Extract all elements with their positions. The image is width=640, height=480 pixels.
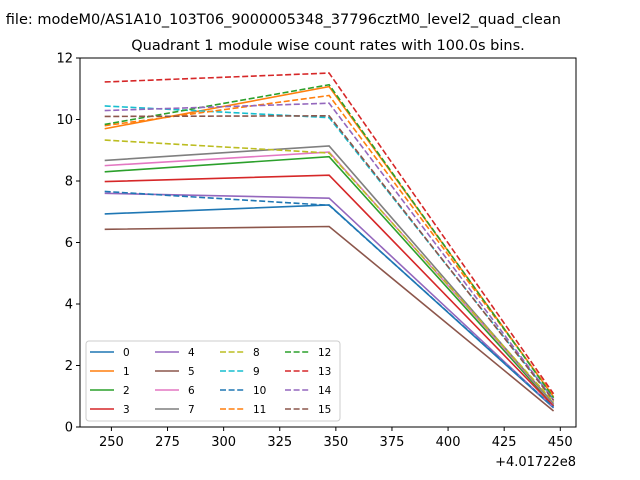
y-tick-label: 2 bbox=[65, 359, 73, 374]
x-tick-label: 250 bbox=[99, 435, 124, 450]
y-tick-label: 4 bbox=[65, 298, 73, 313]
x-tick-label: 400 bbox=[436, 435, 461, 450]
series-line-14 bbox=[104, 102, 555, 401]
y-axis: 0 2 4 6 8 10 12 bbox=[56, 52, 80, 436]
legend-label-5: 5 bbox=[188, 366, 195, 378]
legend-box bbox=[85, 340, 341, 422]
legend-label-6: 6 bbox=[188, 385, 195, 397]
legend-label-12: 12 bbox=[318, 347, 331, 359]
legend-label-13: 13 bbox=[318, 366, 331, 378]
series-line-13 bbox=[104, 72, 555, 395]
legend-label-4: 4 bbox=[188, 347, 195, 359]
series-line-11 bbox=[104, 94, 555, 397]
x-tick-label: 425 bbox=[492, 435, 517, 450]
legend-label-14: 14 bbox=[318, 385, 332, 397]
series-line-15 bbox=[104, 115, 555, 402]
legend-label-8: 8 bbox=[253, 347, 260, 359]
x-tick-label: 275 bbox=[155, 435, 180, 450]
series-line-2 bbox=[104, 155, 555, 407]
y-tick-label: 0 bbox=[65, 421, 73, 436]
legend-label-7: 7 bbox=[188, 404, 195, 416]
legend-label-9: 9 bbox=[253, 366, 260, 378]
x-axis-offset-label: +4.01722e8 bbox=[495, 455, 576, 470]
series-line-4 bbox=[104, 192, 555, 409]
legend-label-3: 3 bbox=[123, 404, 130, 416]
series-line-5 bbox=[104, 225, 555, 412]
series-line-8 bbox=[104, 139, 555, 403]
legend-label-0: 0 bbox=[123, 347, 130, 359]
y-tick-label: 10 bbox=[56, 113, 73, 128]
series-line-10 bbox=[104, 190, 555, 408]
plot-area bbox=[104, 72, 555, 412]
legend-label-1: 1 bbox=[123, 366, 130, 378]
legend-label-11: 11 bbox=[253, 404, 266, 416]
y-tick-label: 8 bbox=[65, 175, 73, 190]
legend-label-10: 10 bbox=[253, 385, 266, 397]
x-tick-label: 375 bbox=[380, 435, 405, 450]
figure-suptitle: n file: modeM0/AS1A10_103T06_9000005348_… bbox=[0, 12, 561, 28]
x-tick-label: 450 bbox=[548, 435, 573, 450]
x-tick-label: 300 bbox=[211, 435, 236, 450]
chart-title: Quadrant 1 module wise count rates with … bbox=[131, 38, 525, 54]
x-tick-label: 325 bbox=[267, 435, 292, 450]
series-line-12 bbox=[104, 83, 555, 399]
series-line-3 bbox=[104, 174, 555, 407]
legend-label-15: 15 bbox=[318, 404, 331, 416]
y-tick-label: 6 bbox=[65, 236, 73, 251]
x-axis: 250 275 300 325 350 375 400 425 450 bbox=[99, 427, 573, 450]
x-tick-label: 350 bbox=[323, 435, 348, 450]
y-tick-label: 12 bbox=[56, 52, 73, 67]
legend-label-2: 2 bbox=[123, 385, 130, 397]
